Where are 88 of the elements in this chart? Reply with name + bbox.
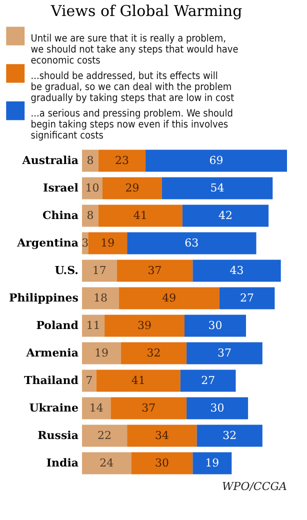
text: WPO/CCGA: [222, 480, 288, 493]
data-label: 54: [210, 181, 224, 194]
data-label: 27: [201, 374, 216, 387]
bar: [186, 397, 248, 420]
bar: [162, 177, 273, 200]
data-label: 8: [86, 154, 94, 167]
y-tick-label: U.S.: [54, 264, 78, 277]
bar: [196, 424, 262, 447]
data-label: 30: [154, 456, 169, 470]
bar: [120, 342, 187, 364]
data-label: 19: [205, 456, 220, 470]
y-tick-label: Russia: [38, 428, 78, 442]
bar: [82, 287, 119, 310]
bar: [82, 177, 102, 200]
data-label: 24: [100, 456, 114, 470]
bar: [82, 424, 128, 447]
y-tick-label: Philippines: [8, 291, 78, 304]
bar: [104, 314, 184, 337]
bar: [82, 452, 132, 474]
y-tick-label: Ukraine: [29, 401, 78, 414]
data-label: 30: [208, 318, 222, 332]
data-label: 34: [154, 428, 169, 442]
bar: [98, 150, 146, 172]
y-tick-label: Argentina: [16, 236, 78, 250]
bar: [82, 260, 117, 282]
data-label: 7: [86, 374, 93, 387]
data-label: 11: [86, 318, 100, 332]
bar: [82, 150, 98, 172]
data-label: 32: [146, 346, 161, 360]
bar: [182, 204, 269, 227]
data-label: 18: [93, 291, 108, 304]
bar: [131, 452, 193, 474]
data-label: 27: [240, 291, 254, 304]
data-label: 19: [100, 236, 115, 250]
bar: [102, 177, 162, 200]
bar: [82, 204, 98, 227]
bar: [110, 397, 187, 420]
bar: [184, 314, 246, 337]
data-label: 43: [230, 264, 244, 277]
data-label: 30: [210, 401, 224, 414]
data-label: 14: [89, 401, 104, 414]
data-label: 23: [114, 154, 129, 167]
data-label: 8: [86, 208, 94, 222]
data-label: 69: [209, 154, 224, 167]
bar: [146, 150, 287, 172]
y-tick-label: Poland: [36, 318, 79, 332]
y-tick-label: Australia: [21, 154, 78, 167]
bar: [219, 287, 275, 310]
data-label: 3: [82, 236, 89, 250]
data-label: 39: [138, 318, 152, 332]
data-label: 37: [142, 401, 156, 414]
bar: [186, 342, 262, 364]
legend-label: Until we are sure that it is really a problem, we should not take any steps that would have economic costs: [30, 34, 239, 67]
bar: [88, 232, 128, 254]
data-label: 17: [92, 264, 106, 277]
y-tick-label: India: [46, 456, 78, 470]
chart-title: Views of Global Warming: [50, 2, 243, 20]
data-label: 10: [85, 181, 100, 194]
data-label: 37: [148, 264, 162, 277]
legend-label: ...should be addressed, but its effects will be gradual, so we can deal with the problem gradually by taking steps that are low in cost: [30, 71, 235, 104]
data-label: 42: [218, 208, 232, 222]
y-tick-label: Armenia: [25, 346, 78, 360]
data-label: 29: [125, 181, 140, 194]
bar: [96, 370, 180, 392]
data-label: 41: [133, 208, 148, 222]
data-label: 19: [94, 346, 108, 360]
bar: [98, 204, 182, 227]
bar: [180, 370, 236, 392]
y-tick-label: Israel: [43, 181, 78, 194]
bar: [192, 260, 281, 282]
bar: [127, 232, 256, 254]
data-label: 63: [184, 236, 199, 250]
bar: [82, 342, 121, 364]
data-label: 37: [217, 346, 232, 360]
data-label: 49: [162, 291, 176, 304]
data-label: 32: [222, 428, 237, 442]
y-tick-label: Thailand: [24, 374, 79, 387]
bar: [127, 424, 197, 447]
y-tick-label: China: [42, 208, 78, 222]
legend-label: ...a serious and pressing problem. We should begin taking steps now even if this involves significant costs: [30, 108, 233, 142]
bar: [82, 314, 105, 337]
bar: [192, 452, 232, 474]
bar: [116, 260, 193, 282]
bar: [118, 287, 220, 310]
bar: [82, 370, 96, 392]
data-label: 41: [131, 374, 146, 387]
bar: [82, 397, 111, 420]
data-label: 22: [98, 428, 112, 442]
